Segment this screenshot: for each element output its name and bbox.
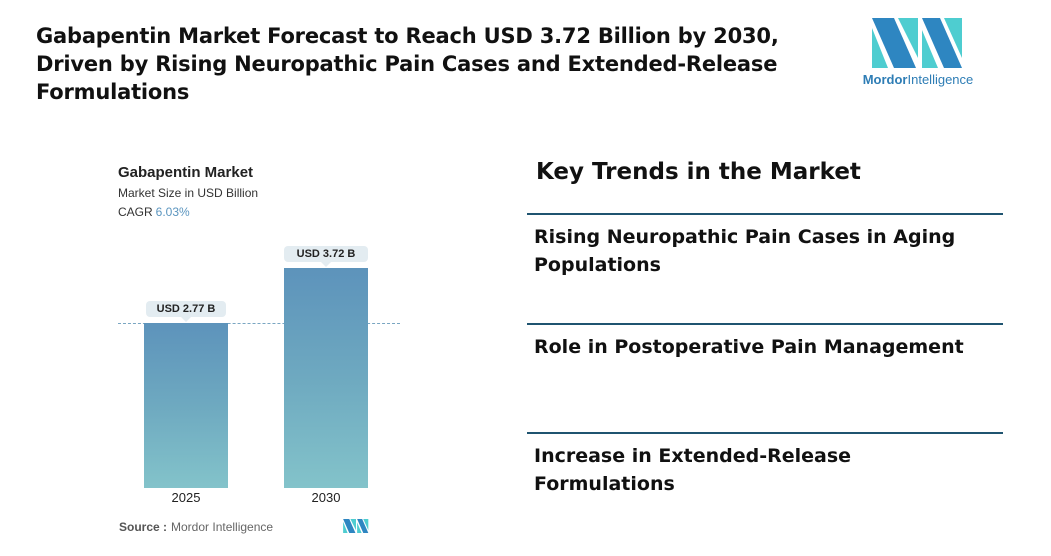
chart-subtitle: Market Size in USD Billion (118, 186, 259, 200)
bar-2025 (144, 323, 228, 488)
bar-data-label-2030: USD 3.72 B (284, 246, 368, 267)
cagr-label: CAGR 6.03% (118, 205, 190, 219)
divider (527, 213, 1003, 215)
source-note: Source : Mordor Intelligence (119, 520, 274, 534)
bar-chart: USD 2.77 B 2025 USD 3.72 B 2030 (118, 230, 400, 505)
divider (527, 323, 1003, 325)
key-trends-title: Key Trends in the Market (536, 159, 861, 185)
reference-dashed-line (118, 323, 400, 324)
trend-item: Rising Neuropathic Pain Cases in Aging P… (534, 226, 956, 276)
bar-data-label-2025: USD 2.77 B (146, 301, 226, 322)
logo-wordmark: MordorIntelligence (862, 72, 974, 87)
x-tick-2025: 2025 (171, 490, 201, 505)
mordor-intelligence-logo: MordorIntelligence (862, 18, 974, 90)
chart-title: Gabapentin Market (118, 164, 254, 181)
mordor-mini-logo-icon (343, 519, 369, 533)
page-headline: Gabapentin Market Forecast to Reach USD … (36, 24, 779, 104)
cagr-value: 6.03% (155, 205, 190, 219)
mordor-intelligence-logo-icon (872, 18, 962, 68)
trend-item: Increase in Extended-Release Formulation… (534, 445, 852, 495)
divider (527, 432, 1003, 434)
bar-2030 (284, 268, 368, 488)
trend-item: Role in Postoperative Pain Management (534, 336, 964, 358)
x-tick-2030: 2030 (311, 490, 341, 505)
